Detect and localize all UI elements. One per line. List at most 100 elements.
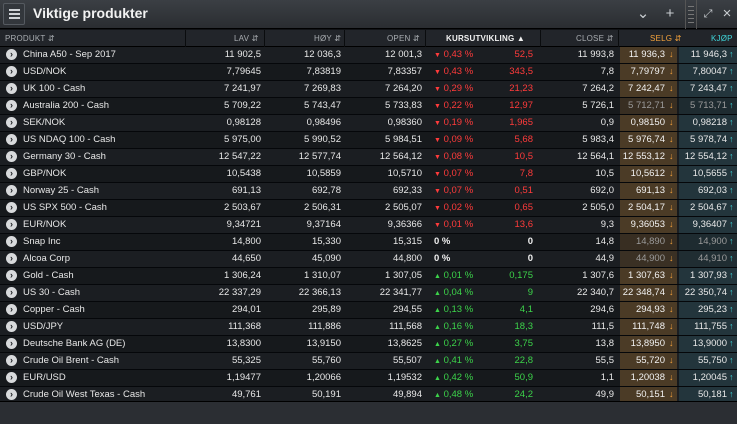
product-name[interactable]: Copper - Cash	[23, 304, 85, 315]
sell-button[interactable]	[620, 149, 677, 165]
buy-button[interactable]	[679, 353, 737, 369]
expand-row-icon[interactable]: ›	[6, 151, 17, 162]
product-name[interactable]: Deutsche Bank AG (DE)	[23, 338, 126, 349]
sell-button[interactable]	[620, 183, 677, 199]
product-name[interactable]: US NDAQ 100 - Cash	[23, 134, 116, 145]
buy-price[interactable]: 22 350,74	[684, 287, 727, 298]
buy-price[interactable]: 44,910	[697, 253, 727, 264]
buy-price[interactable]: 7 243,47	[690, 83, 727, 94]
table-row[interactable]: › EUR/NOK 9,34721 9,37164 9,36366 ▼ 0,01…	[0, 217, 737, 234]
table-row[interactable]: › US 30 - Cash 22 337,29 22 366,13 22 34…	[0, 285, 737, 302]
sell-button[interactable]	[620, 115, 677, 131]
sell-price[interactable]: 50,151	[635, 389, 665, 400]
expand-row-icon[interactable]: ›	[6, 355, 17, 366]
expand-row-icon[interactable]: ›	[6, 270, 17, 281]
table-row[interactable]: › US SPX 500 - Cash 2 503,67 2 506,31 2 …	[0, 200, 737, 217]
buy-price[interactable]: 0,98218	[692, 117, 727, 128]
buy-price[interactable]: 50,181	[697, 389, 727, 400]
expand-row-icon[interactable]: ›	[6, 219, 17, 230]
buy-price[interactable]: 295,23	[697, 304, 727, 315]
sell-price[interactable]: 22 348,74	[622, 287, 665, 298]
sell-price[interactable]: 1 307,63	[628, 270, 665, 281]
buy-button[interactable]	[679, 251, 737, 267]
table-row[interactable]: › Crude Oil Brent - Cash 55,325 55,760 5…	[0, 353, 737, 370]
table-row[interactable]: › Deutsche Bank AG (DE) 13,8300 13,9150 …	[0, 336, 737, 353]
sell-price[interactable]: 7,79797	[630, 66, 665, 77]
table-row[interactable]: › Norway 25 - Cash 691,13 692,78 692,33 …	[0, 183, 737, 200]
buy-button[interactable]	[679, 115, 737, 131]
buy-price[interactable]: 13,9000	[692, 338, 727, 349]
buy-price[interactable]: 1,20045	[692, 372, 727, 383]
buy-button[interactable]	[679, 81, 737, 97]
sell-price[interactable]: 11 936,3	[628, 49, 665, 60]
buy-price[interactable]: 9,36407	[692, 219, 727, 230]
product-name[interactable]: USD/JPY	[23, 321, 64, 332]
expand-row-icon[interactable]: ›	[6, 321, 17, 332]
table-row[interactable]: › Snap Inc 14,800 15,330 15,315 0 % 0 14…	[0, 234, 737, 251]
table-row[interactable]: › SEK/NOK 0,98128 0,98496 0,98360 ▼ 0,19…	[0, 115, 737, 132]
table-row[interactable]: › Crude Oil West Texas - Cash 49,761 50,…	[0, 387, 737, 404]
expand-row-icon[interactable]: ›	[6, 168, 17, 179]
buy-price[interactable]: 1 307,93	[690, 270, 727, 281]
col-produkt[interactable]: PRODUKT ⇵	[5, 34, 55, 43]
col-open[interactable]: OPEN ⇵	[387, 34, 420, 43]
sell-button[interactable]	[620, 302, 677, 318]
product-name[interactable]: UK 100 - Cash	[23, 83, 86, 94]
buy-button[interactable]	[679, 217, 737, 233]
buy-price[interactable]: 11 946,3	[690, 49, 727, 60]
buy-button[interactable]	[679, 302, 737, 318]
product-name[interactable]: Snap Inc	[23, 236, 61, 247]
expand-row-icon[interactable]: ›	[6, 389, 17, 400]
table-row[interactable]: › US NDAQ 100 - Cash 5 975,00 5 990,52 5…	[0, 132, 737, 149]
col-kursutvikling[interactable]: KURSUTVIKLING ▲	[446, 34, 525, 43]
sell-price[interactable]: 7 242,47	[628, 83, 665, 94]
col-selg[interactable]: SELG ⇵	[650, 34, 682, 43]
sell-button[interactable]	[620, 370, 677, 386]
sell-price[interactable]: 12 553,12	[622, 151, 665, 162]
product-name[interactable]: Crude Oil Brent - Cash	[23, 355, 120, 366]
table-row[interactable]: › Gold - Cash 1 306,24 1 310,07 1 307,05…	[0, 268, 737, 285]
product-name[interactable]: EUR/USD	[23, 372, 66, 383]
expand-row-icon[interactable]: ›	[6, 304, 17, 315]
sell-button[interactable]	[620, 217, 677, 233]
col-hoy[interactable]: HØY ⇵	[314, 34, 342, 43]
sell-button[interactable]	[620, 353, 677, 369]
expand-row-icon[interactable]: ›	[6, 185, 17, 196]
table-row[interactable]: › China A50 - Sep 2017 11 902,5 12 036,3…	[0, 47, 737, 64]
buy-button[interactable]	[679, 234, 737, 250]
sell-button[interactable]	[620, 268, 677, 284]
buy-price[interactable]: 2 504,67	[690, 202, 727, 213]
sell-button[interactable]	[620, 64, 677, 80]
table-row[interactable]: › UK 100 - Cash 7 241,97 7 269,83 7 264,…	[0, 81, 737, 98]
expand-row-icon[interactable]: ›	[6, 117, 17, 128]
buy-price[interactable]: 14,900	[697, 236, 727, 247]
product-name[interactable]: Alcoa Corp	[23, 253, 70, 264]
plus-icon[interactable]: +	[665, 5, 675, 22]
sell-button[interactable]	[620, 200, 677, 216]
table-row[interactable]: › GBP/NOK 10,5438 10,5859 10,5710 ▼ 0,07…	[0, 166, 737, 183]
buy-price[interactable]: 12 554,12	[684, 151, 727, 162]
expand-row-icon[interactable]: ›	[6, 100, 17, 111]
sell-button[interactable]	[620, 98, 677, 114]
expand-row-icon[interactable]: ›	[6, 253, 17, 264]
sell-button[interactable]	[620, 285, 677, 301]
buy-price[interactable]: 10,5655	[692, 168, 727, 179]
buy-price[interactable]: 5 978,74	[690, 134, 727, 145]
sell-price[interactable]: 0,98150	[630, 117, 665, 128]
expand-row-icon[interactable]: ›	[6, 134, 17, 145]
buy-button[interactable]	[679, 387, 737, 403]
drag-handle[interactable]	[685, 0, 697, 29]
product-name[interactable]: EUR/NOK	[23, 219, 67, 230]
buy-price[interactable]: 111,755	[694, 321, 727, 332]
table-row[interactable]: › USD/NOK 7,79645 7,83819 7,83357 ▼ 0,43…	[0, 64, 737, 81]
product-name[interactable]: USD/NOK	[23, 66, 67, 77]
buy-button[interactable]	[679, 319, 737, 335]
expand-row-icon[interactable]: ›	[6, 372, 17, 383]
buy-price[interactable]: 692,03	[697, 185, 727, 196]
table-row[interactable]: › Copper - Cash 294,01 295,89 294,55 ▲ 0…	[0, 302, 737, 319]
sell-price[interactable]: 55,720	[635, 355, 665, 366]
product-name[interactable]: Australia 200 - Cash	[23, 100, 110, 111]
sell-button[interactable]	[620, 132, 677, 148]
sell-price[interactable]: 294,93	[635, 304, 665, 315]
table-row[interactable]: › Australia 200 - Cash 5 709,22 5 743,47…	[0, 98, 737, 115]
